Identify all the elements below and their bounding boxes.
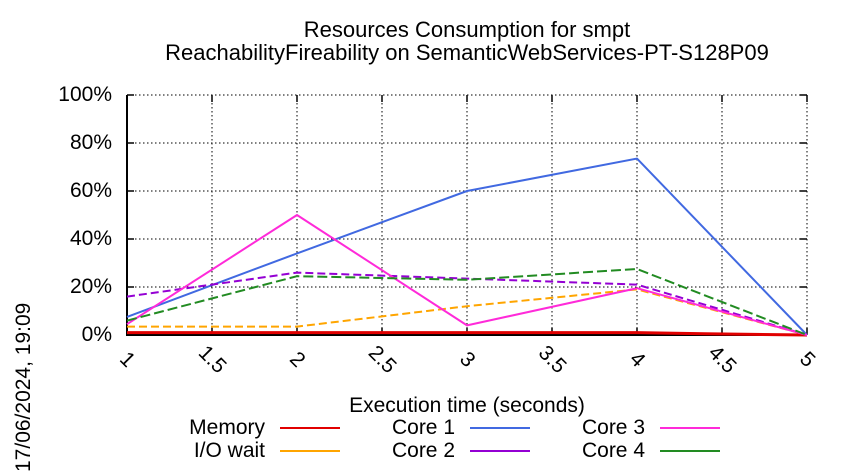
legend-line-sample-memory: [280, 427, 340, 429]
legend-item-memory: Memory: [140, 417, 340, 439]
legend-label-core4: Core 4: [581, 439, 645, 462]
legend-label-memory: Memory: [189, 416, 265, 439]
legend-item-core2: Core 2: [330, 440, 530, 462]
legend-item-io-wait: I/O wait: [140, 440, 340, 462]
chart-title-line1: Resources Consumption for smpt: [303, 17, 631, 42]
y-axis-tick-label: 80%: [69, 131, 112, 154]
legend-line-sample-io-wait: [280, 450, 340, 452]
y-axis-tick-label: 20%: [69, 275, 112, 298]
legend-label-core1: Core 1: [391, 416, 455, 439]
legend-line-sample-core1: [470, 427, 530, 429]
legend-label-core3: Core 3: [581, 416, 645, 439]
y-axis-tick-label: 60%: [69, 179, 112, 202]
y-axis-tick-label: 0%: [81, 323, 112, 346]
legend-item-core4: Core 4: [520, 440, 720, 462]
y-axis-tick-label: 100%: [58, 83, 112, 106]
legend-label-core2: Core 2: [391, 439, 455, 462]
legend-line-sample-core3: [660, 427, 720, 429]
x-axis-title: Execution time (seconds): [349, 394, 585, 417]
legend-item-core1: Core 1: [330, 417, 530, 439]
legend-item-core3: Core 3: [520, 417, 720, 439]
y-axis-tick-label: 40%: [69, 227, 112, 250]
legend-line-sample-core2: [470, 450, 530, 452]
chart-title: Resources Consumption for smpt Reachabil…: [92, 18, 842, 64]
legend-label-io-wait: I/O wait: [193, 439, 265, 462]
legend-line-sample-core4: [660, 450, 720, 452]
chart-title-line2: ReachabilityFireability on SemanticWebSe…: [165, 40, 769, 65]
